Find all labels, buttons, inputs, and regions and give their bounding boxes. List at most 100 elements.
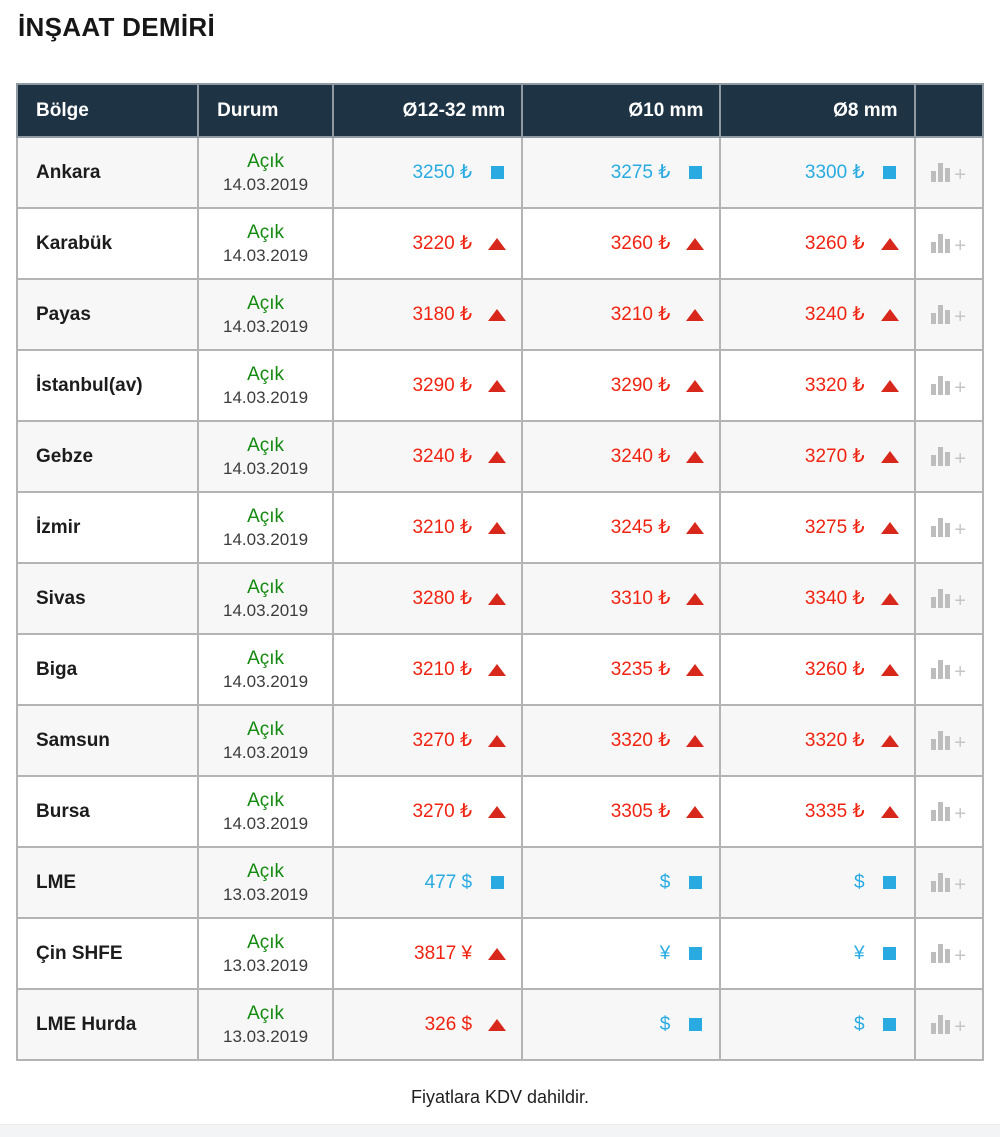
trend-up-icon bbox=[880, 805, 899, 818]
bar-chart-icon bbox=[931, 383, 937, 395]
add-to-chart-button[interactable] bbox=[927, 514, 970, 541]
trend-up-icon bbox=[488, 379, 507, 392]
trend-icon bbox=[880, 450, 899, 463]
bar-chart-icon bbox=[931, 170, 937, 182]
status-date: 13.03.2019 bbox=[222, 884, 309, 904]
price-cell: 3270 ₺ bbox=[719, 420, 916, 493]
add-to-chart-button[interactable] bbox=[927, 585, 970, 612]
status-open: Açık bbox=[247, 932, 285, 953]
trend-up-icon bbox=[686, 379, 705, 392]
price-cell: 3275 ₺ bbox=[719, 491, 916, 564]
region-cell: Karabük bbox=[15, 207, 200, 280]
add-to-chart-button[interactable] bbox=[927, 1011, 970, 1038]
price-value: 3305 ₺ bbox=[610, 801, 671, 822]
status-open: Açık bbox=[247, 648, 285, 669]
trend-icon bbox=[686, 805, 705, 818]
price-value: 3275 ₺ bbox=[804, 517, 865, 538]
price-cell: 3305 ₺ bbox=[521, 775, 722, 848]
add-to-chart-button[interactable] bbox=[927, 372, 970, 399]
price-cell: 3245 ₺ bbox=[521, 491, 722, 564]
price-value: 3280 ₺ bbox=[412, 588, 473, 609]
price-cell: 3320 ₺ bbox=[521, 704, 722, 777]
price-cell: 3320 ₺ bbox=[719, 704, 916, 777]
add-to-chart-button[interactable] bbox=[927, 301, 970, 328]
price-cell: 326 $ bbox=[331, 988, 524, 1061]
price-cell: 477 $ bbox=[331, 846, 524, 919]
status-date: 14.03.2019 bbox=[222, 742, 309, 762]
add-to-chart-button[interactable] bbox=[927, 869, 970, 896]
add-to-chart-button[interactable] bbox=[927, 656, 970, 683]
add-to-chart-button[interactable] bbox=[927, 230, 970, 257]
trend-up-icon bbox=[880, 663, 899, 676]
price-cell: $ bbox=[521, 846, 722, 919]
price-cell: $ bbox=[719, 988, 916, 1061]
trend-icon bbox=[488, 450, 507, 463]
add-to-chart-button[interactable] bbox=[927, 443, 970, 470]
status-open: Açık bbox=[247, 861, 285, 882]
price-value: 3240 ₺ bbox=[412, 446, 473, 467]
trend-icon bbox=[686, 947, 704, 960]
status-open: Açık bbox=[247, 364, 285, 385]
price-cell: $ bbox=[521, 988, 722, 1061]
chart-cell bbox=[913, 846, 985, 919]
status-date: 14.03.2019 bbox=[222, 671, 309, 691]
trend-steady-icon bbox=[883, 947, 897, 960]
price-value: 3250 ₺ bbox=[412, 162, 473, 183]
price-cell: 3290 ₺ bbox=[521, 349, 722, 422]
price-cell: 3250 ₺ bbox=[331, 136, 524, 209]
bar-chart-icon bbox=[931, 312, 937, 324]
add-to-chart-button[interactable] bbox=[927, 727, 970, 754]
price-cell: 3260 ₺ bbox=[521, 207, 722, 280]
chart-cell bbox=[913, 917, 985, 990]
table-row: İstanbul(av) Açık 14.03.2019 3290 ₺ 3290… bbox=[15, 349, 985, 422]
trend-up-icon bbox=[488, 450, 507, 463]
price-value: 3270 ₺ bbox=[804, 446, 865, 467]
price-cell: 3340 ₺ bbox=[719, 562, 916, 635]
table-row: Ankara Açık 14.03.2019 3250 ₺ 3275 ₺ 330… bbox=[15, 136, 985, 209]
price-value: 477 $ bbox=[424, 871, 473, 893]
footer-note: Fiyatlara KDV dahildir. bbox=[410, 1087, 590, 1107]
trend-icon bbox=[880, 734, 899, 747]
trend-steady-icon bbox=[688, 876, 702, 889]
status-cell: Açık 14.03.2019 bbox=[197, 349, 334, 422]
price-cell: 3240 ₺ bbox=[719, 278, 916, 351]
bar-chart-icon bbox=[931, 880, 937, 892]
status-cell: Açık 13.03.2019 bbox=[197, 988, 334, 1061]
price-value: 3210 ₺ bbox=[610, 304, 671, 325]
trend-icon bbox=[881, 947, 899, 960]
table-body: Ankara Açık 14.03.2019 3250 ₺ 3275 ₺ 330… bbox=[15, 136, 985, 1061]
status-date: 14.03.2019 bbox=[222, 174, 309, 194]
price-value: 326 $ bbox=[424, 1013, 473, 1035]
table-row: Samsun Açık 14.03.2019 3270 ₺ 3320 ₺ 332… bbox=[15, 704, 985, 777]
price-cell: ¥ bbox=[521, 917, 722, 990]
price-value: 3180 ₺ bbox=[412, 304, 473, 325]
trend-up-icon bbox=[880, 308, 899, 321]
region-cell: Ankara bbox=[15, 136, 200, 209]
table-row: Çin SHFE Açık 13.03.2019 3817 ¥ ¥ ¥ bbox=[15, 917, 985, 990]
add-to-chart-button[interactable] bbox=[927, 940, 970, 967]
trend-steady-icon bbox=[883, 1018, 897, 1031]
add-to-chart-button[interactable] bbox=[927, 159, 970, 186]
trend-icon bbox=[686, 379, 705, 392]
header-d12-32: Ø12-32 mm bbox=[331, 83, 524, 138]
price-value: $ bbox=[659, 871, 671, 893]
add-to-chart-button[interactable] bbox=[927, 798, 970, 825]
trend-icon bbox=[880, 521, 899, 534]
region-cell: İzmir bbox=[15, 491, 200, 564]
table-row: Gebze Açık 14.03.2019 3240 ₺ 3240 ₺ 3270… bbox=[15, 420, 985, 493]
table-row: Biga Açık 14.03.2019 3210 ₺ 3235 ₺ 3260 … bbox=[15, 633, 985, 706]
price-cell: 3270 ₺ bbox=[331, 775, 524, 848]
price-cell: 3235 ₺ bbox=[521, 633, 722, 706]
status-cell: Açık 13.03.2019 bbox=[197, 846, 334, 919]
status-open: Açık bbox=[247, 1003, 285, 1024]
price-cell: 3210 ₺ bbox=[331, 491, 524, 564]
table-row: LME Açık 13.03.2019 477 $ $ $ bbox=[15, 846, 985, 919]
trend-icon bbox=[686, 876, 704, 889]
trend-icon bbox=[686, 166, 704, 179]
price-cell: 3320 ₺ bbox=[719, 349, 916, 422]
chart-cell bbox=[913, 704, 985, 777]
status-cell: Açık 14.03.2019 bbox=[197, 562, 334, 635]
price-value: 3270 ₺ bbox=[412, 801, 473, 822]
trend-icon bbox=[488, 521, 507, 534]
table-row: Bursa Açık 14.03.2019 3270 ₺ 3305 ₺ 3335… bbox=[15, 775, 985, 848]
